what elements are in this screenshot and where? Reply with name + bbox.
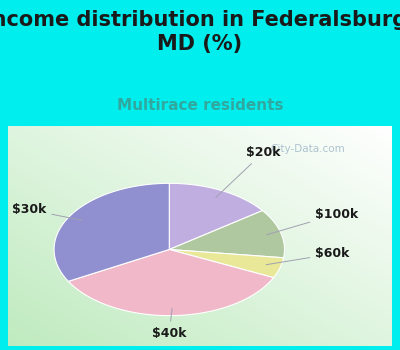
Text: Multirace residents: Multirace residents — [117, 98, 283, 113]
Polygon shape — [169, 183, 262, 250]
Text: $100k: $100k — [267, 208, 358, 235]
Polygon shape — [169, 250, 284, 278]
Text: City-Data.com: City-Data.com — [270, 144, 345, 154]
Text: $20k: $20k — [216, 146, 280, 197]
Polygon shape — [54, 183, 169, 281]
Polygon shape — [68, 250, 274, 316]
Text: $40k: $40k — [152, 308, 186, 340]
Text: $30k: $30k — [12, 203, 82, 220]
Text: $60k: $60k — [266, 247, 350, 265]
Polygon shape — [169, 211, 284, 258]
Text: Income distribution in Federalsburg,
MD (%): Income distribution in Federalsburg, MD … — [0, 10, 400, 54]
